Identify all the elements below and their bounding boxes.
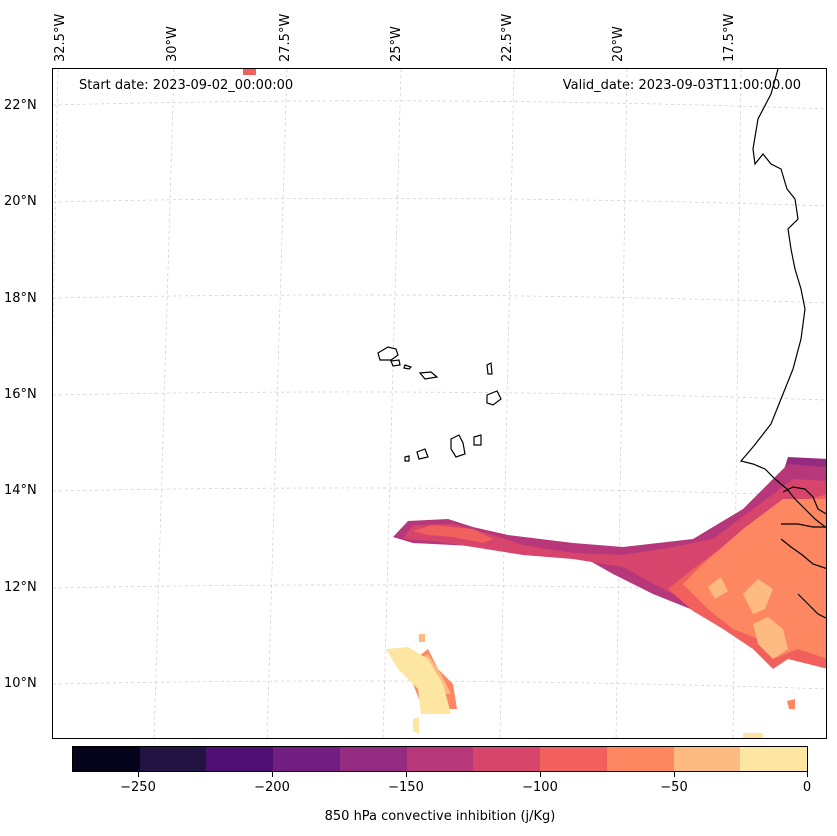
contour-band-minus-25 [419, 634, 425, 642]
colorbar-swatch [339, 747, 407, 771]
lat-label: 10°N [4, 676, 37, 691]
map-canvas [53, 69, 826, 738]
colorbar-tick [138, 772, 139, 777]
lon-label: 22.5°W [500, 13, 515, 62]
colorbar [72, 746, 808, 772]
coastline-gambia [781, 523, 826, 528]
colorbar-swatch [473, 747, 541, 771]
colorbar-tick [807, 772, 808, 777]
colorbar-tick-label: −250 [120, 780, 156, 795]
cape-verde-islands [377, 346, 502, 462]
colorbar-tick [272, 772, 273, 777]
contour-band-0 [386, 647, 451, 714]
map-panel [52, 68, 827, 739]
island-brava [404, 455, 410, 462]
valid-date-label: Valid_date: 2023-09-03T11:00:00.00 [562, 78, 801, 93]
contour-band-minus-75 [243, 69, 256, 75]
island-sao-vicente [390, 359, 401, 367]
colorbar-swatch [540, 747, 607, 771]
colorbar-swatch [139, 747, 207, 771]
colorbar-tick [674, 772, 675, 777]
colorbar-tick [406, 772, 407, 777]
contour-band-minus-25 [753, 617, 788, 659]
island-maio [473, 434, 482, 446]
cin-contours [243, 69, 826, 738]
lat-label: 18°N [4, 291, 37, 306]
island-sao-nicolau [418, 371, 439, 380]
contour-band-minus-50 [787, 699, 795, 709]
contour-band-0 [413, 717, 419, 734]
colorbar-tick-label: −150 [388, 780, 424, 795]
colorbar-swatch [273, 747, 340, 771]
lon-label: 27.5°W [278, 13, 293, 62]
contour-band-minus-50 [683, 499, 826, 659]
start-date-label: Start date: 2023-09-02_00:00:00 [79, 78, 294, 93]
contour-band-minus-75 [413, 525, 493, 543]
lon-label: 25°W [389, 26, 404, 62]
island-santo-antao [377, 346, 399, 361]
colorbar-swatch [406, 747, 474, 771]
coastline-senegal-river [782, 486, 826, 515]
colorbar-tick-label: −50 [660, 780, 688, 795]
gridlines [53, 69, 826, 738]
colorbar-swatch [740, 747, 808, 771]
contour-band-minus-25 [743, 579, 773, 614]
colorbar-tick-label: −100 [522, 780, 558, 795]
colorbar-swatch [606, 747, 674, 771]
coastlines [739, 69, 826, 619]
lat-label: 22°N [4, 98, 37, 113]
island-santiago [450, 434, 466, 458]
contour-band-0 [743, 733, 763, 738]
colorbar-title: 850 hPa convective inhibition (j/Kg) [324, 809, 556, 824]
coastline-guinea-bissau [780, 538, 826, 569]
island-sal [486, 362, 493, 375]
colorbar-tick [540, 772, 541, 777]
lon-label: 30°W [165, 26, 180, 62]
coastline-guinea [797, 593, 826, 619]
colorbar-swatch [73, 747, 140, 771]
colorbar-swatch [673, 747, 741, 771]
lon-label: 17.5°W [722, 13, 737, 62]
island-boa-vista [486, 390, 502, 406]
colorbar-tick-label: 0 [802, 780, 812, 795]
island-santa-luzia [403, 364, 413, 370]
contour-band-minus-25 [708, 577, 728, 599]
colorbar-tick-label: −200 [254, 780, 290, 795]
lat-label: 20°N [4, 194, 37, 209]
lat-label: 16°N [4, 387, 37, 402]
lat-label: 14°N [4, 483, 37, 498]
lon-label: 32.5°W [53, 13, 68, 62]
colorbar-swatch [206, 747, 274, 771]
island-fogo [416, 448, 429, 460]
lat-label: 12°N [4, 580, 37, 595]
lon-label: 20°W [611, 26, 626, 62]
coastline-west-africa [739, 69, 826, 529]
